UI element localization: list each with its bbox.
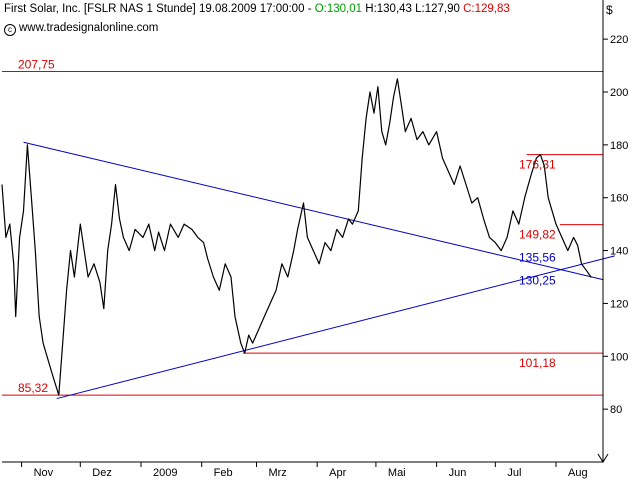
y-tick-label: 80: [610, 404, 622, 416]
level-label: 85,32: [18, 381, 48, 395]
x-tick-label: Dez: [92, 467, 112, 479]
x-tick-label: Jul: [507, 467, 521, 479]
source-link[interactable]: www.tradesignalonline.com: [19, 22, 159, 34]
x-tick-label: Nov: [34, 467, 54, 479]
copyright-icon: c: [4, 24, 16, 36]
trend-value-label: 130,25: [519, 273, 556, 287]
y-tick-label: 180: [610, 140, 628, 152]
x-tick-label: Jun: [449, 467, 467, 479]
x-tick-label: 2009: [153, 467, 177, 479]
x-tick-label: Apr: [329, 467, 346, 479]
trendline: [56, 255, 615, 400]
level-label: 101,18: [519, 356, 556, 370]
y-tick-label: 120: [610, 298, 628, 310]
level-labels: 207,75 176,31 149,82 101,18 85,32 135,56 130,2…: [18, 58, 556, 396]
x-tick-label: Mai: [388, 467, 406, 479]
source-line: c www.tradesignalonline.com: [4, 22, 158, 36]
level-label: 149,82: [519, 228, 556, 242]
x-tick-label: Mrz: [268, 467, 286, 479]
price-line: [1, 78, 592, 396]
instrument-label: First Solar, Inc. [FSLR NAS 1 Stunde]: [4, 3, 196, 15]
x-tick-label: Aug: [568, 467, 588, 479]
level-label: 176,31: [519, 158, 556, 172]
x-tick-label: Feb: [214, 467, 233, 479]
datetime-label: 19.08.2009 17:00:00: [198, 3, 305, 15]
axis-corner-icon: [597, 453, 609, 463]
level-label: 207,75: [18, 58, 55, 72]
y-tick-label: 200: [610, 87, 628, 99]
price-series: [1, 78, 592, 396]
close-value: C:129,83: [463, 3, 510, 15]
horizontal-levels: [2, 71, 603, 396]
trendlines: [23, 141, 615, 400]
chart-header: First Solar, Inc. [FSLR NAS 1 Stunde] 19…: [4, 3, 510, 15]
dash-separator: -: [307, 3, 312, 15]
axes: $80 100 120 140 160 180 200 220 Nov Dez 2009 Feb Mrz…: [2, 0, 628, 479]
y-tick-label: 140: [610, 246, 628, 258]
y-tick-label: 100: [610, 351, 628, 363]
high-value: H:130,43: [365, 3, 412, 15]
low-value: L:127,90: [415, 3, 460, 15]
y-tick-label: 160: [610, 193, 628, 205]
trend-value-label: 135,56: [519, 250, 556, 264]
y-tick-label: 220: [610, 34, 628, 46]
open-value: O:130,01: [314, 3, 363, 15]
trendline: [23, 141, 604, 281]
currency-label: $: [606, 3, 613, 17]
